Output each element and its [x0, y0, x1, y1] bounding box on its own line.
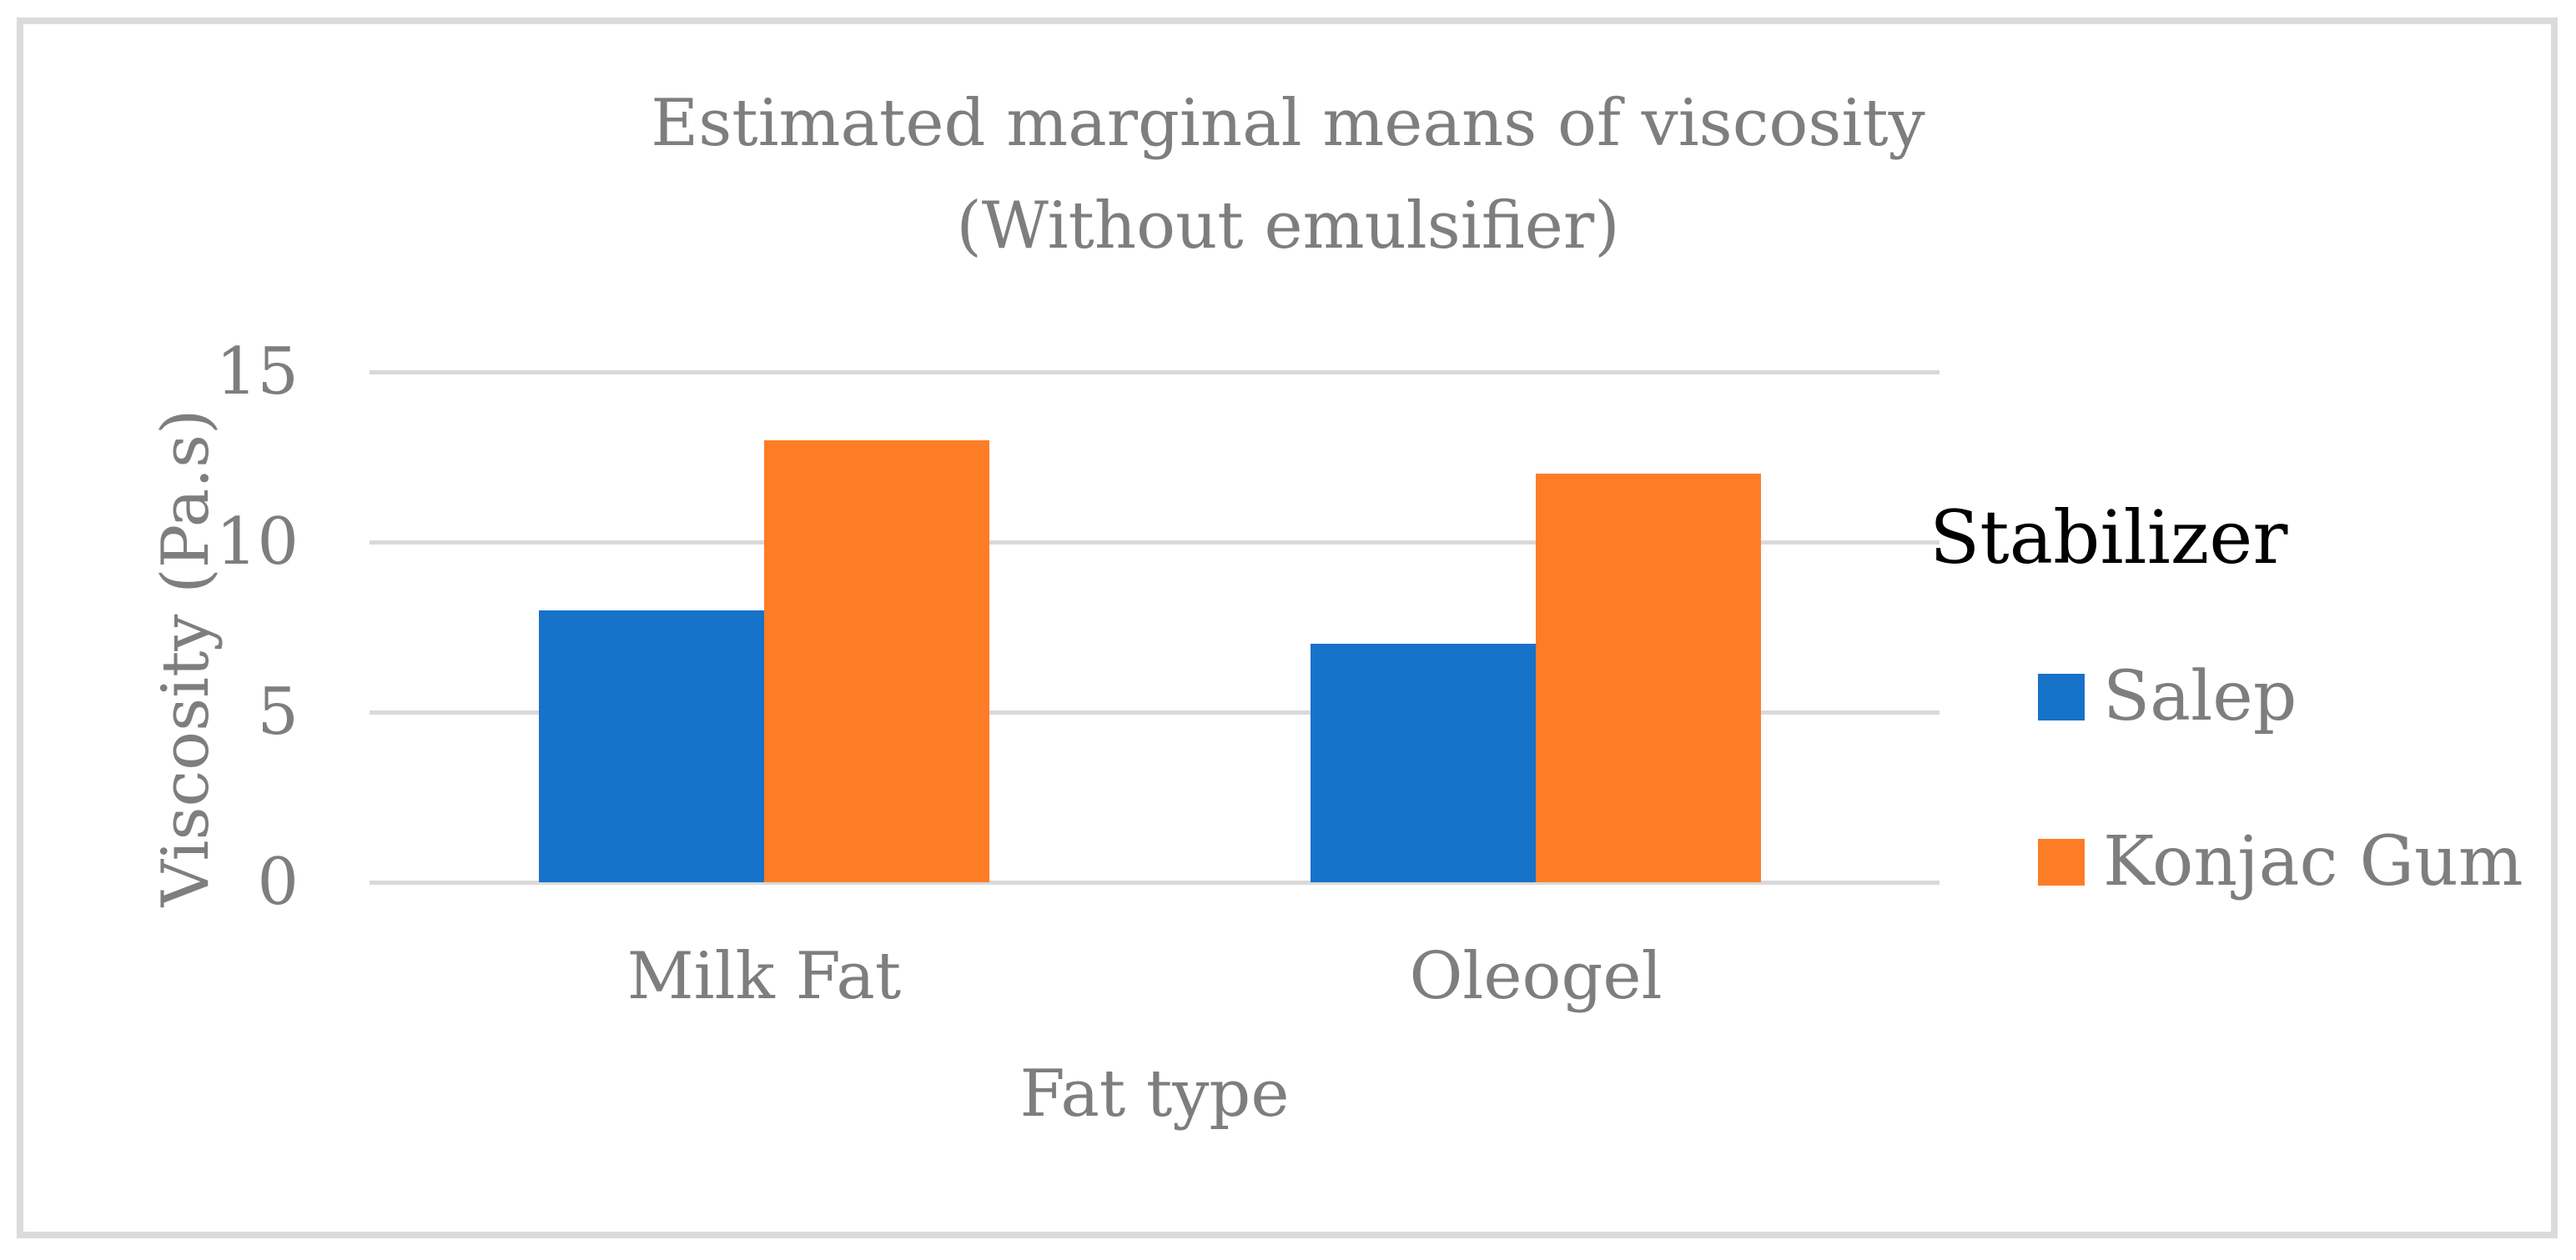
x-category-label-oleogel: Oleogel	[1409, 939, 1663, 1014]
legend-label-konjac-gum: Konjac Gum	[2103, 822, 2523, 901]
y-tick-label-0: 0	[257, 845, 299, 920]
legend-swatch-konjac-gum	[2038, 839, 2085, 886]
legend-swatch-salep	[2038, 674, 2085, 720]
bar-group-milk-fat	[539, 372, 989, 882]
bar-group-oleogel	[1311, 372, 1761, 882]
y-tick-label-15: 15	[215, 334, 299, 409]
gridline-15	[370, 370, 1940, 374]
legend-item-salep: Salep	[2038, 663, 2297, 731]
y-tick-label-5: 5	[257, 675, 299, 750]
chart-title-line-1: Estimated marginal means of viscosity	[651, 86, 1925, 161]
gridline-0-baseline	[370, 881, 1940, 885]
legend-label-salep: Salep	[2103, 657, 2297, 736]
gridline-10	[370, 540, 1940, 545]
chart-title: Estimated marginal means of viscosity (W…	[0, 73, 2576, 278]
chart-frame-border	[17, 18, 2558, 1238]
legend-item-konjac-gum: Konjac Gum	[2038, 828, 2523, 896]
bar-oleogel-konjac-gum	[1536, 474, 1761, 882]
x-category-label-milk-fat: Milk Fat	[626, 939, 902, 1014]
chart-title-line-2: (Without emulsifier)	[956, 188, 1620, 264]
bar-oleogel-salep	[1311, 644, 1536, 882]
x-axis-title: Fat type	[1019, 1057, 1290, 1132]
y-axis-title: Viscosity (Pa.s)	[148, 409, 224, 907]
gridline-5	[370, 710, 1940, 715]
y-tick-label-10: 10	[215, 505, 299, 580]
legend-title: Stabilizer	[1929, 494, 2288, 580]
bar-milk-fat-konjac-gum	[764, 439, 989, 882]
plot-area	[370, 370, 1940, 885]
bar-milk-fat-salep	[539, 610, 764, 882]
